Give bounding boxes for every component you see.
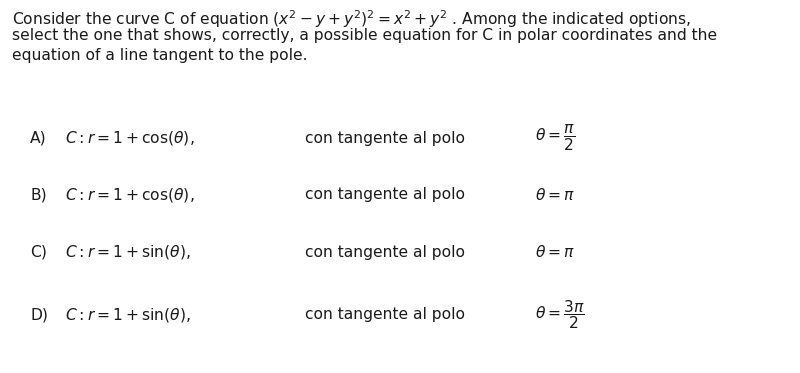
Text: $\theta = \pi$: $\theta = \pi$ bbox=[535, 244, 575, 260]
Text: $C: r = 1 + \cos(\theta)$,: $C: r = 1 + \cos(\theta)$, bbox=[65, 129, 194, 147]
Text: con tangente al polo: con tangente al polo bbox=[305, 131, 465, 145]
Text: $\theta = \dfrac{3\pi}{2}$: $\theta = \dfrac{3\pi}{2}$ bbox=[535, 298, 585, 332]
Text: B): B) bbox=[30, 188, 46, 203]
Text: equation of a line tangent to the pole.: equation of a line tangent to the pole. bbox=[12, 48, 307, 63]
Text: D): D) bbox=[30, 307, 48, 323]
Text: $\theta = \pi$: $\theta = \pi$ bbox=[535, 187, 575, 203]
Text: $C: r = 1 + \sin(\theta)$,: $C: r = 1 + \sin(\theta)$, bbox=[65, 243, 190, 261]
Text: Consider the curve C of equation $(x^2 - y + y^2)^2 = x^2 + y^2$ . Among the ind: Consider the curve C of equation $(x^2 -… bbox=[12, 8, 691, 30]
Text: con tangente al polo: con tangente al polo bbox=[305, 188, 465, 203]
Text: $C: r = 1 + \sin(\theta)$,: $C: r = 1 + \sin(\theta)$, bbox=[65, 306, 190, 324]
Text: A): A) bbox=[30, 131, 46, 145]
Text: $C: r = 1 + \cos(\theta)$,: $C: r = 1 + \cos(\theta)$, bbox=[65, 186, 194, 204]
Text: con tangente al polo: con tangente al polo bbox=[305, 307, 465, 323]
Text: C): C) bbox=[30, 244, 47, 260]
Text: select the one that shows, correctly, a possible equation for C in polar coordin: select the one that shows, correctly, a … bbox=[12, 28, 717, 43]
Text: con tangente al polo: con tangente al polo bbox=[305, 244, 465, 260]
Text: $\theta = \dfrac{\pi}{2}$: $\theta = \dfrac{\pi}{2}$ bbox=[535, 123, 575, 153]
